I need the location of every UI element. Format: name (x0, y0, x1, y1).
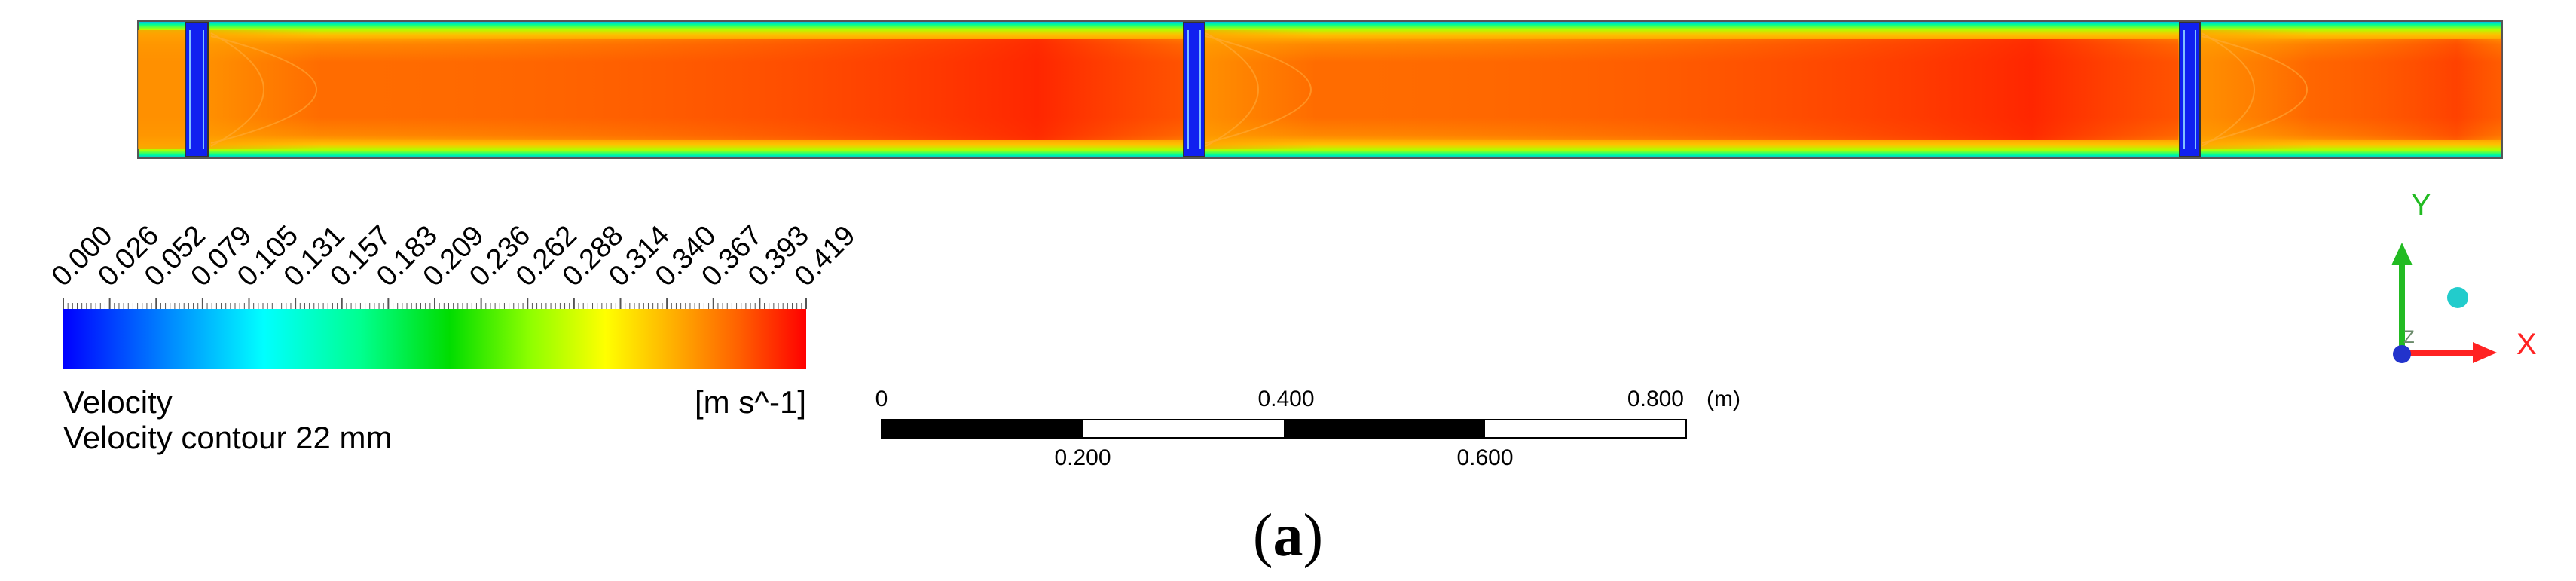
color-legend: 0.0000.0260.0520.0790.1050.1310.1570.183… (46, 219, 862, 455)
baffle-3 (2179, 22, 2201, 157)
scale-unit: (m) (1707, 387, 1740, 411)
section-2-core (1202, 39, 2178, 140)
x-axis-label: X (2516, 328, 2537, 361)
scale-bar-segment-1 (882, 420, 1083, 438)
legend-colorbar (63, 309, 806, 369)
scale-label-0.200: 0.200 (1054, 445, 1111, 470)
z-axis-hint: Z (2403, 327, 2415, 347)
section-1-core (208, 39, 1184, 140)
legend-unit: [m s^-1] (695, 384, 806, 420)
view-sphere-icon (2447, 287, 2468, 308)
inlet-section (138, 30, 186, 149)
z-axis-marker (2393, 345, 2411, 363)
legend-title: Velocity (63, 384, 173, 420)
scale-label-0.600: 0.600 (1456, 445, 1513, 470)
scale-bar-segment-3 (1284, 420, 1485, 438)
legend-subtitle: Velocity contour 22 mm (63, 420, 393, 455)
baffle-1 (185, 22, 209, 157)
baffle-2 (1183, 22, 1205, 157)
axis-triad: Y X Z (2391, 188, 2537, 363)
scale-label-0.400: 0.400 (1257, 387, 1314, 411)
figure-caption: (a) (1252, 503, 1324, 569)
caption-label: a (1273, 503, 1303, 569)
scale-label-0.800: 0.800 (1627, 387, 1684, 411)
y-axis-label: Y (2411, 188, 2431, 222)
y-axis-arrowhead (2391, 243, 2413, 265)
scale-label-0: 0 (875, 387, 888, 411)
legend-tick-labels: 0.0000.0260.0520.0790.1050.1310.1570.183… (46, 219, 862, 292)
x-axis-arrowhead (2473, 342, 2497, 363)
velocity-profile-lines (210, 32, 2308, 147)
legend-tick-marks (63, 298, 807, 309)
scale-bar: 0 0.400 0.800 (m) 0.200 0.600 (875, 387, 1740, 470)
pipe-contour (137, 20, 2503, 159)
